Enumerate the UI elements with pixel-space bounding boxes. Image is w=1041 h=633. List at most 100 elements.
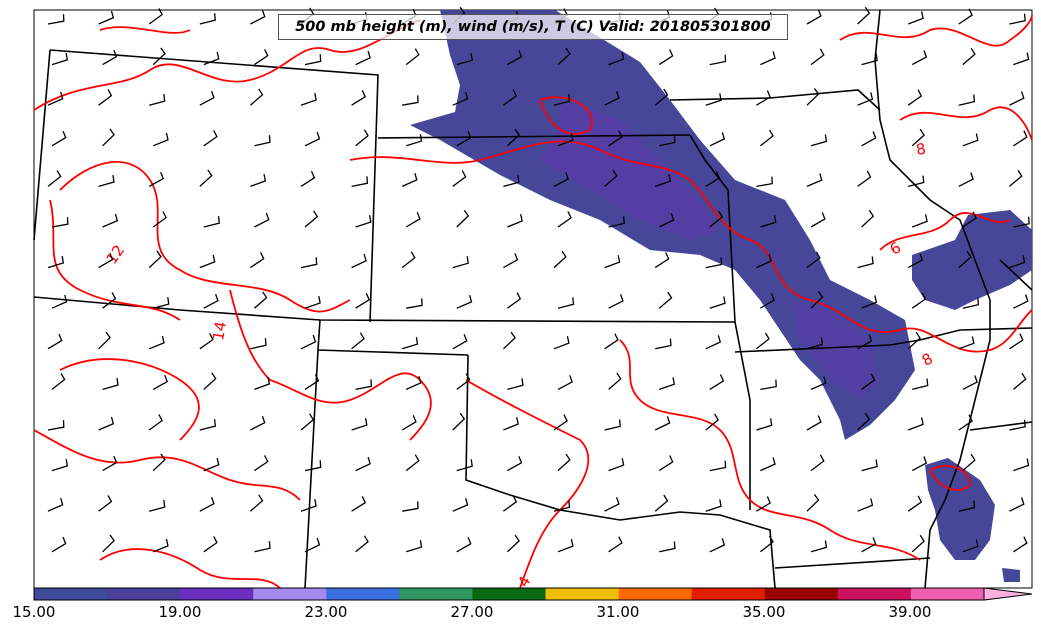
wind-barb <box>911 50 928 66</box>
wind-barb <box>355 456 371 472</box>
border-co-ks-north <box>33 296 736 323</box>
wind-barb <box>304 374 320 390</box>
wind-barb <box>553 172 569 187</box>
wind-barb <box>452 334 468 350</box>
wind-barb <box>102 378 119 391</box>
wind-barb <box>51 536 67 553</box>
wind-barb <box>401 173 418 187</box>
wind-patch-east <box>912 210 1032 310</box>
border-ms-al <box>969 421 1033 431</box>
wind-barb <box>452 170 467 187</box>
wind-barb <box>406 298 423 309</box>
wind-barb <box>709 132 726 147</box>
wind-barb <box>300 171 316 187</box>
wind-barb <box>98 89 113 106</box>
wind-barb <box>304 54 322 66</box>
colorbar-segment <box>618 588 693 600</box>
wind-barb <box>102 292 117 309</box>
contour-line <box>59 358 200 441</box>
wind-barb <box>810 376 827 390</box>
wind-patch-southeast <box>925 458 995 560</box>
wind-barb <box>958 172 974 187</box>
wind-barb <box>199 90 215 106</box>
colorbar-tick-label: 15.00 <box>12 603 56 621</box>
contour-label: 14 <box>209 320 230 342</box>
wind-barb <box>962 211 977 228</box>
wind-barb <box>351 90 367 106</box>
wind-barb <box>503 495 518 512</box>
wind-barb <box>148 8 163 25</box>
wind-barb <box>351 496 367 512</box>
wind-barb <box>756 254 772 269</box>
wind-barb <box>351 418 368 431</box>
wind-barb <box>658 49 674 66</box>
colorbar-segments <box>34 588 985 600</box>
wind-barb <box>861 373 876 390</box>
wind-barb <box>709 460 727 472</box>
colorbar-tick-label: 19.00 <box>158 603 202 621</box>
wind-barb <box>857 334 873 350</box>
wind-barb <box>250 252 265 269</box>
wind-barb <box>149 500 166 512</box>
border-ne-sd <box>377 134 691 139</box>
colorbar-segment <box>107 588 181 600</box>
wind-barb <box>655 338 672 350</box>
wind-barb <box>1012 372 1027 390</box>
wind-barb <box>654 88 669 106</box>
wind-barb <box>654 416 671 431</box>
wind-barb <box>503 175 520 188</box>
wind-barb <box>405 454 420 472</box>
wind-barb <box>452 412 466 431</box>
wind-barb <box>705 335 722 350</box>
wind-barb <box>405 48 420 66</box>
wind-barb <box>760 293 775 309</box>
wind-barb <box>98 252 114 269</box>
border-ok-ar <box>734 321 751 510</box>
wind-barb <box>355 379 372 391</box>
wind-barb <box>51 217 69 228</box>
wind-barb <box>958 336 975 350</box>
wind-barb <box>51 458 69 472</box>
map-title: 500 mb height (m), wind (m/s), T (C) Val… <box>278 14 788 40</box>
wind-barb <box>608 536 623 553</box>
wind-barb <box>506 534 520 553</box>
wind-barb <box>810 212 826 228</box>
wind-barb <box>907 89 923 106</box>
wind-barb <box>300 257 318 269</box>
wind-barb <box>958 8 973 25</box>
colorbar-segment <box>472 588 547 600</box>
wind-barb <box>249 88 264 106</box>
wind-barb <box>507 378 524 391</box>
wind-barb <box>1013 458 1030 472</box>
wind-barb <box>153 297 170 309</box>
wind-barb <box>1009 91 1025 106</box>
border-ar-la <box>774 557 931 569</box>
wind-barb <box>604 169 618 187</box>
wind-barb <box>456 537 472 553</box>
wind-barb <box>962 453 976 472</box>
wind-barb <box>1009 255 1026 269</box>
wind-barb <box>199 169 213 187</box>
wind-barb <box>1009 419 1026 431</box>
wind-barb <box>304 460 322 472</box>
wind-barb <box>608 458 625 472</box>
wind-barb <box>405 376 422 390</box>
wind-barb <box>351 332 365 350</box>
wind-barb <box>300 334 317 350</box>
wind-barb <box>1013 294 1029 309</box>
wind-barb <box>1013 130 1028 147</box>
wind-barb <box>199 13 217 25</box>
wind-barb <box>300 498 317 512</box>
wind-barb <box>152 538 169 553</box>
wind-barb <box>98 175 115 188</box>
wind-barb <box>557 133 574 147</box>
wind-barb <box>47 91 64 106</box>
wind-barb <box>557 211 572 228</box>
wind-barb <box>98 10 115 25</box>
wind-barb <box>250 415 266 431</box>
wind-barb <box>861 459 878 472</box>
wind-barb <box>557 47 571 66</box>
wind-barb <box>759 535 774 553</box>
wind-barb <box>861 53 878 66</box>
wind-barb <box>907 253 924 269</box>
